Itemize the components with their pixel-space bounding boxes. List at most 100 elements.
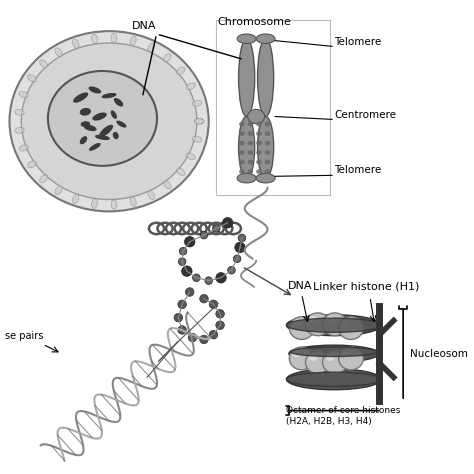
Ellipse shape [80,136,87,144]
Ellipse shape [256,160,262,164]
Ellipse shape [164,54,171,62]
Ellipse shape [19,145,28,151]
FancyBboxPatch shape [216,20,330,195]
Ellipse shape [148,191,155,200]
Ellipse shape [216,321,224,329]
Ellipse shape [247,131,253,136]
Ellipse shape [200,231,208,239]
Ellipse shape [216,310,224,318]
Ellipse shape [326,354,334,361]
Text: Centromere: Centromere [334,110,396,120]
Ellipse shape [130,36,136,46]
Ellipse shape [200,294,208,303]
Ellipse shape [239,169,245,174]
Ellipse shape [164,181,171,189]
Ellipse shape [91,34,98,44]
Ellipse shape [19,91,28,98]
Ellipse shape [342,320,350,327]
Ellipse shape [235,242,245,253]
Ellipse shape [184,237,195,247]
Ellipse shape [200,335,208,344]
Ellipse shape [185,288,194,296]
Ellipse shape [289,347,314,370]
Text: se pairs: se pairs [5,331,43,341]
Ellipse shape [55,186,62,195]
Ellipse shape [80,108,91,116]
Ellipse shape [338,317,364,339]
Text: Linker histone (H1): Linker histone (H1) [313,281,419,291]
Text: DNA: DNA [287,281,312,291]
Ellipse shape [286,372,382,386]
Ellipse shape [81,121,90,127]
Ellipse shape [216,273,226,283]
Ellipse shape [292,320,301,327]
Ellipse shape [73,194,79,203]
Ellipse shape [209,330,218,339]
Ellipse shape [239,160,245,164]
Ellipse shape [192,136,202,142]
Ellipse shape [174,313,182,322]
Ellipse shape [257,117,273,178]
Ellipse shape [256,34,275,44]
Ellipse shape [247,122,253,127]
Ellipse shape [256,131,262,136]
Text: Telomere: Telomere [334,37,381,47]
Ellipse shape [309,354,317,361]
Ellipse shape [247,160,253,164]
Ellipse shape [27,161,36,168]
Text: Octamer of core histones
(H2A, H2B, H3, H4): Octamer of core histones (H2A, H2B, H3, … [286,407,401,426]
Ellipse shape [256,141,262,146]
Ellipse shape [237,173,256,183]
Ellipse shape [178,326,186,334]
Text: Chromosome: Chromosome [217,17,291,27]
Ellipse shape [178,258,186,265]
Ellipse shape [233,255,241,263]
Ellipse shape [89,143,101,151]
Ellipse shape [238,234,246,242]
Ellipse shape [114,98,123,107]
Ellipse shape [237,34,256,44]
Ellipse shape [256,173,275,183]
Ellipse shape [89,86,101,93]
Ellipse shape [100,125,113,137]
Ellipse shape [222,218,233,228]
Ellipse shape [15,109,24,115]
Ellipse shape [286,318,382,332]
Ellipse shape [101,93,117,98]
Ellipse shape [182,266,192,276]
Ellipse shape [205,277,212,284]
Ellipse shape [186,153,195,160]
Ellipse shape [209,300,218,309]
Ellipse shape [27,75,36,82]
Ellipse shape [256,169,262,174]
Text: Nucleosom: Nucleosom [410,349,468,359]
Ellipse shape [305,351,330,374]
Ellipse shape [91,199,98,209]
Ellipse shape [179,247,187,255]
Ellipse shape [239,141,245,146]
Ellipse shape [95,135,110,140]
Ellipse shape [92,112,107,120]
Ellipse shape [305,313,330,336]
Ellipse shape [73,39,79,48]
Ellipse shape [178,300,186,309]
Ellipse shape [247,109,264,124]
Ellipse shape [289,317,314,339]
Ellipse shape [338,347,364,370]
Ellipse shape [322,313,347,336]
Ellipse shape [247,150,253,155]
Ellipse shape [194,118,204,124]
Ellipse shape [113,132,118,139]
Ellipse shape [264,122,270,127]
Ellipse shape [111,33,117,43]
Ellipse shape [21,43,197,200]
Ellipse shape [177,67,185,74]
Ellipse shape [192,274,200,282]
Ellipse shape [286,369,382,390]
Ellipse shape [40,60,47,68]
Ellipse shape [256,150,262,155]
Ellipse shape [40,175,47,182]
Text: Telomere: Telomere [334,165,381,175]
Ellipse shape [177,168,185,175]
Ellipse shape [239,131,245,136]
